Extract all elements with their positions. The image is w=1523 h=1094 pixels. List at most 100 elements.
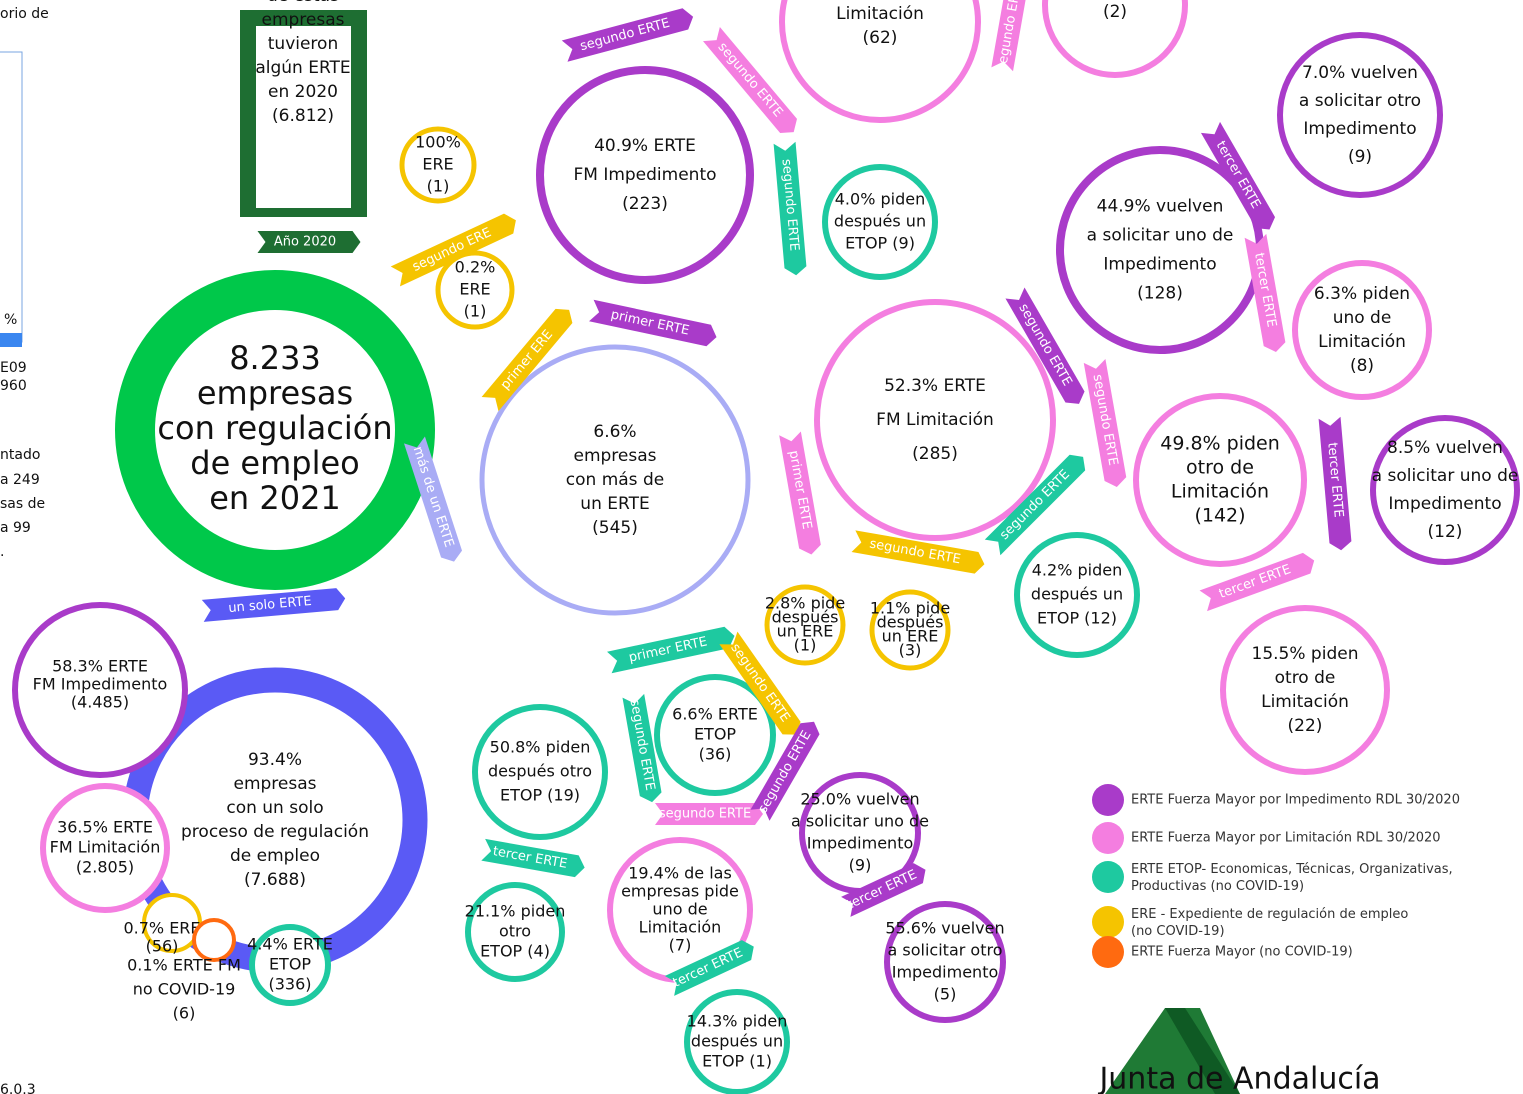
node-label: ETOP (9) (845, 234, 915, 253)
node-label: 6.6% ERTE (672, 705, 758, 724)
node-label: 0.7% ERE (123, 919, 200, 938)
arrow-shape (607, 626, 735, 674)
node-label: 2.8% pide (765, 594, 845, 613)
node-label: empresas (233, 774, 316, 794)
cut-text: % (4, 312, 17, 328)
node-label: 36.5% ERTE (57, 818, 153, 837)
node-ring (1133, 393, 1307, 567)
node-ring (814, 299, 1056, 541)
arrow-shape (664, 940, 754, 996)
node-label: Limitación (639, 918, 722, 937)
node-label: 52.3% ERTE (884, 376, 986, 396)
node-label: (6) (173, 1004, 196, 1023)
arrow-shape (481, 838, 585, 878)
node-label: 8.233 (229, 339, 321, 377)
node-label: otro de (1275, 668, 1336, 688)
node-ring (779, 0, 981, 123)
node-label: empresas (261, 10, 344, 30)
arrow: tercer ERTE (1318, 416, 1352, 551)
node-label: un ERE (777, 622, 834, 641)
node-label: de estas (267, 0, 339, 6)
arrow-shape (773, 141, 807, 276)
node-label: 14.3% piden (687, 1012, 788, 1031)
legend-swatch (1092, 906, 1124, 938)
node-label: 44.9% vuelven (1097, 197, 1224, 217)
arrow-label: un solo ERTE (228, 594, 312, 616)
arrow: primer ERTE (607, 626, 735, 674)
node-label: (2.805) (76, 858, 134, 877)
node-label: en 2020 (268, 82, 338, 102)
arrow-shape (257, 231, 361, 253)
node-label: 100% (415, 133, 461, 152)
arrow-shape (991, 0, 1029, 72)
node-label: 21.1% piden (465, 902, 566, 921)
arrow: primer ERTE (779, 431, 821, 555)
arrow: segundo ERTE (1083, 359, 1127, 487)
node-label: 8.5% vuelven (1387, 438, 1503, 458)
node-ring (822, 164, 938, 280)
arrow: Año 2020 (257, 231, 361, 253)
node-label: Limitación (1261, 692, 1349, 712)
node-label: ETOP (694, 725, 736, 744)
arrow-shape (622, 693, 662, 803)
node-label: (223) (622, 194, 668, 214)
legend-swatch (1092, 822, 1124, 854)
legend-swatch (1092, 784, 1124, 816)
node-label: 7.0% vuelven (1302, 63, 1418, 83)
node-label: (2) (1103, 2, 1127, 22)
node-label: Impedimento (1388, 494, 1501, 514)
node-label: Limitación (1318, 332, 1406, 352)
node-label: 4.4% ERTE (247, 935, 333, 954)
arrow-shape (403, 436, 463, 562)
node-ring (479, 344, 751, 616)
node-label: 50.8% piden (490, 738, 591, 757)
node-label: (9) (1348, 147, 1372, 167)
node-label: 6.6% (593, 422, 636, 442)
node-label: (5) (934, 985, 957, 1004)
node-label: algún ERTE (255, 58, 350, 78)
node-label: Impedimento (892, 963, 999, 982)
node-label: empresas pide (621, 882, 739, 901)
arrow: segundo ERTE (655, 803, 763, 825)
node-label: otro (499, 922, 531, 941)
legend-line: Productivas (no COVID-19) (1131, 879, 1304, 894)
node-ring (764, 584, 846, 666)
node-label: en 2021 (209, 479, 341, 517)
legend-label: ERTE Fuerza Mayor por Limitación RDL 30/… (1131, 831, 1441, 846)
node-label: (6.812) (272, 106, 334, 126)
node-label: uno de (1333, 308, 1392, 328)
node-label: (3) (899, 641, 922, 660)
node-label: ERE (422, 155, 453, 174)
node-label: (1) (794, 636, 817, 655)
arrow-shape (719, 631, 801, 735)
node-label: (545) (592, 518, 638, 538)
arrow-shape (561, 8, 694, 62)
cut-text: a 99 (0, 520, 31, 536)
node-label: 4.0% piden (835, 190, 925, 209)
legend-label: ERTE Fuerza Mayor (no COVID-19) (1131, 945, 1353, 960)
arrow-shape (703, 26, 797, 134)
node-ring (1292, 260, 1432, 400)
arrow-shape (1199, 552, 1315, 612)
arrow-shape (390, 213, 516, 287)
node-label: (7.688) (244, 870, 306, 890)
arrow-label: tercer ERTE (1324, 442, 1346, 518)
node-label: 0.1% ERTE FM (127, 956, 241, 975)
node-label: tuvieron (268, 34, 338, 54)
node-label: uno de (652, 900, 707, 919)
cut-chart-frame (0, 51, 23, 343)
node-label: otro de (1186, 457, 1254, 479)
node-label: de empleo (230, 846, 320, 866)
node-label: (1) (427, 177, 450, 196)
node-ring (40, 783, 170, 913)
arrow-shape (841, 863, 926, 917)
arrow-label: Año 2020 (274, 235, 336, 250)
node-label: Impedimento (1303, 119, 1416, 139)
node-ring (465, 882, 565, 982)
cut-text: sas de (0, 496, 45, 512)
node-label: un ERE (882, 627, 939, 646)
node-label: a solicitar uno de (1372, 466, 1519, 486)
arrow-shape (984, 454, 1086, 556)
node-label: 1.1% pide (870, 599, 950, 618)
arrow-shape (201, 588, 346, 622)
